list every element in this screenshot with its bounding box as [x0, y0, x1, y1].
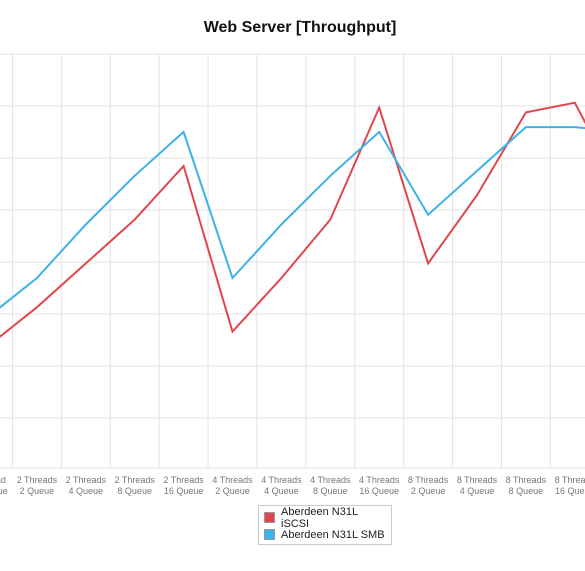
x-tick-label: 4 Threads 2 Queue: [212, 475, 253, 496]
x-tick-label: 8 Threads 8 Queue: [506, 475, 547, 496]
series-lines: [0, 101, 585, 347]
x-tick-label: 8 Threads 4 Queue: [457, 475, 498, 496]
x-tick-label: 2 Threads 16 Queue: [163, 475, 204, 496]
grid-lines: [0, 53, 585, 469]
legend-swatch-iscsi: [264, 512, 275, 523]
x-tick-label: 1 Thread16 Queue: [0, 475, 8, 496]
x-tick-label: 2 Threads 2 Queue: [17, 475, 58, 496]
legend-item-smb[interactable]: Aberdeen N31L SMB: [264, 526, 386, 543]
x-tick-label: 4 Threads 16 Queue: [359, 475, 400, 496]
legend-label-iscsi: Aberdeen N31L iSCSI: [281, 505, 358, 530]
legend: Aberdeen N31L iSCSI Aberdeen N31L SMB: [258, 505, 392, 545]
chart-title: Web Server [Throughput]: [203, 19, 397, 36]
legend-label-smb: Aberdeen N31L SMB: [281, 528, 385, 541]
x-tick-label: 4 Threads 4 Queue: [261, 475, 302, 496]
x-tick-label: 2 Threads 4 Queue: [66, 475, 107, 496]
legend-swatch-smb: [264, 529, 275, 540]
x-tick-label: 4 Threads 8 Queue: [310, 475, 351, 496]
x-tick-label: 2 Threads 8 Queue: [115, 475, 156, 496]
legend-item-iscsi[interactable]: Aberdeen N31L iSCSI: [264, 506, 386, 530]
x-tick-label: 8 Threads 2 Queue: [408, 475, 449, 496]
series-line-1[interactable]: [0, 126, 585, 317]
series-line-0[interactable]: [0, 101, 585, 347]
